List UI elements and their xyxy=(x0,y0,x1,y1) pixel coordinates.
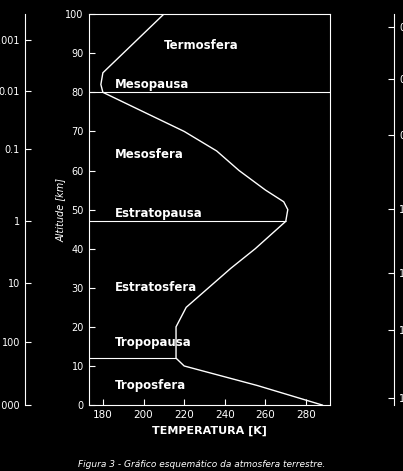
X-axis label: TEMPERATURA [K]: TEMPERATURA [K] xyxy=(152,425,267,436)
Text: Tropopausa: Tropopausa xyxy=(115,336,192,349)
Text: Estratopausa: Estratopausa xyxy=(115,207,203,220)
Text: Troposfera: Troposfera xyxy=(115,379,186,392)
Text: Termosfera: Termosfera xyxy=(164,39,239,52)
Text: Estratosfera: Estratosfera xyxy=(115,281,197,294)
Text: Altitude [km]: Altitude [km] xyxy=(56,178,66,242)
Text: Mesosfera: Mesosfera xyxy=(115,148,184,162)
Text: Figura 3 - Gráfico esquemático da atmosfera terrestre.: Figura 3 - Gráfico esquemático da atmosf… xyxy=(78,460,325,469)
Text: Mesopausa: Mesopausa xyxy=(115,78,189,91)
